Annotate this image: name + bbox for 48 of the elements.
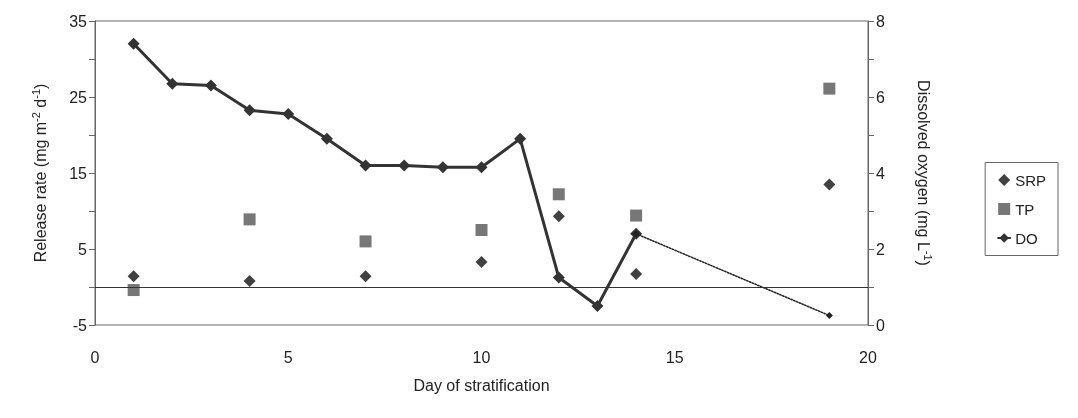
x-tick-label: 10 (472, 348, 491, 366)
point (204, 79, 217, 92)
point (514, 132, 527, 145)
y2-tick-label: 4 (876, 164, 885, 182)
point (475, 161, 488, 174)
point (630, 209, 643, 222)
y-tick-label: 35 (69, 12, 88, 30)
x-tick-label: 5 (283, 348, 293, 366)
legend-label: TP (1015, 200, 1035, 218)
point (243, 104, 256, 117)
point (823, 178, 836, 191)
legend-label: SRP (1015, 171, 1046, 189)
point (127, 284, 140, 297)
point (127, 37, 140, 50)
y2-tick-label: 2 (876, 240, 885, 258)
point (552, 188, 565, 201)
y2-tick-label: 6 (876, 88, 885, 106)
point (359, 235, 372, 248)
y2-axis-title: Dissolved oxygen (mg L-1) (914, 80, 934, 266)
point (127, 270, 140, 283)
y-tick-label: -5 (72, 316, 88, 334)
point (243, 213, 256, 226)
point (282, 108, 295, 121)
point (823, 82, 836, 95)
point (243, 274, 256, 287)
point (630, 268, 643, 281)
point (552, 210, 565, 223)
y-axis-title: Release rate (mg m-2 d-1) (29, 83, 49, 263)
y-tick-label: 25 (69, 88, 88, 106)
y-tick-label: 15 (69, 164, 88, 182)
point (475, 224, 488, 236)
point (398, 159, 411, 172)
x-axis-title: Day of stratification (413, 376, 550, 394)
point (552, 271, 565, 284)
y2-tick-label: 0 (876, 316, 885, 334)
point (436, 161, 449, 174)
y2-tick-label: 8 (876, 12, 885, 30)
y-tick-label: 5 (78, 240, 88, 258)
point (166, 77, 179, 90)
point (591, 300, 604, 312)
point (320, 132, 333, 145)
point (475, 255, 488, 268)
x-tick-label: 20 (859, 348, 877, 366)
x-tick-label: 0 (90, 348, 100, 366)
point (825, 312, 833, 319)
legend-label: DO (1015, 229, 1038, 247)
point (359, 270, 372, 283)
x-tick-label: 15 (665, 348, 684, 366)
